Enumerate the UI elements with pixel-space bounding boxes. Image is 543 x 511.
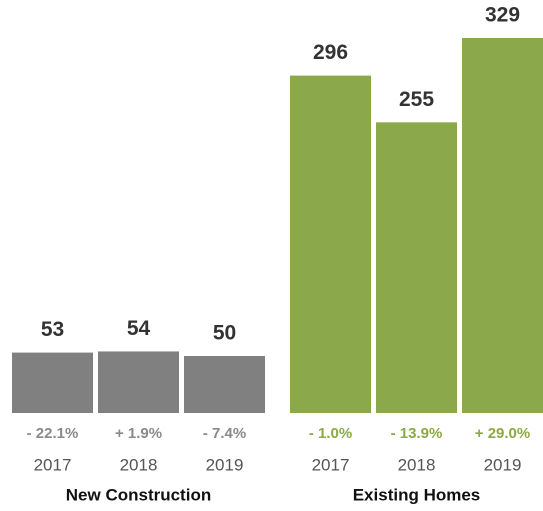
x-tick-label: 2019 bbox=[484, 455, 522, 474]
x-tick-label: 2018 bbox=[398, 455, 436, 474]
x-tick-label: 2017 bbox=[34, 455, 72, 474]
group-label: New Construction bbox=[66, 485, 211, 504]
change-label: - 7.4% bbox=[203, 425, 246, 442]
value-label: 50 bbox=[213, 322, 236, 345]
change-label: + 29.0% bbox=[475, 425, 530, 442]
change-label: + 1.9% bbox=[115, 425, 162, 442]
change-label: - 1.0% bbox=[309, 425, 352, 442]
value-label: 296 bbox=[313, 41, 348, 64]
bar bbox=[462, 38, 543, 413]
value-label: 329 bbox=[485, 4, 520, 27]
bar bbox=[184, 356, 265, 413]
change-label: - 22.1% bbox=[27, 425, 79, 442]
value-label: 255 bbox=[399, 88, 434, 111]
bar bbox=[98, 351, 179, 413]
x-tick-label: 2019 bbox=[206, 455, 244, 474]
value-label: 53 bbox=[41, 318, 64, 341]
group-label: Existing Homes bbox=[353, 485, 481, 504]
x-tick-label: 2017 bbox=[312, 455, 350, 474]
bar bbox=[376, 122, 457, 414]
bar bbox=[12, 352, 93, 413]
value-label: 54 bbox=[127, 317, 151, 340]
x-tick-label: 2018 bbox=[120, 455, 158, 474]
change-label: - 13.9% bbox=[391, 425, 443, 442]
bar bbox=[290, 75, 371, 413]
